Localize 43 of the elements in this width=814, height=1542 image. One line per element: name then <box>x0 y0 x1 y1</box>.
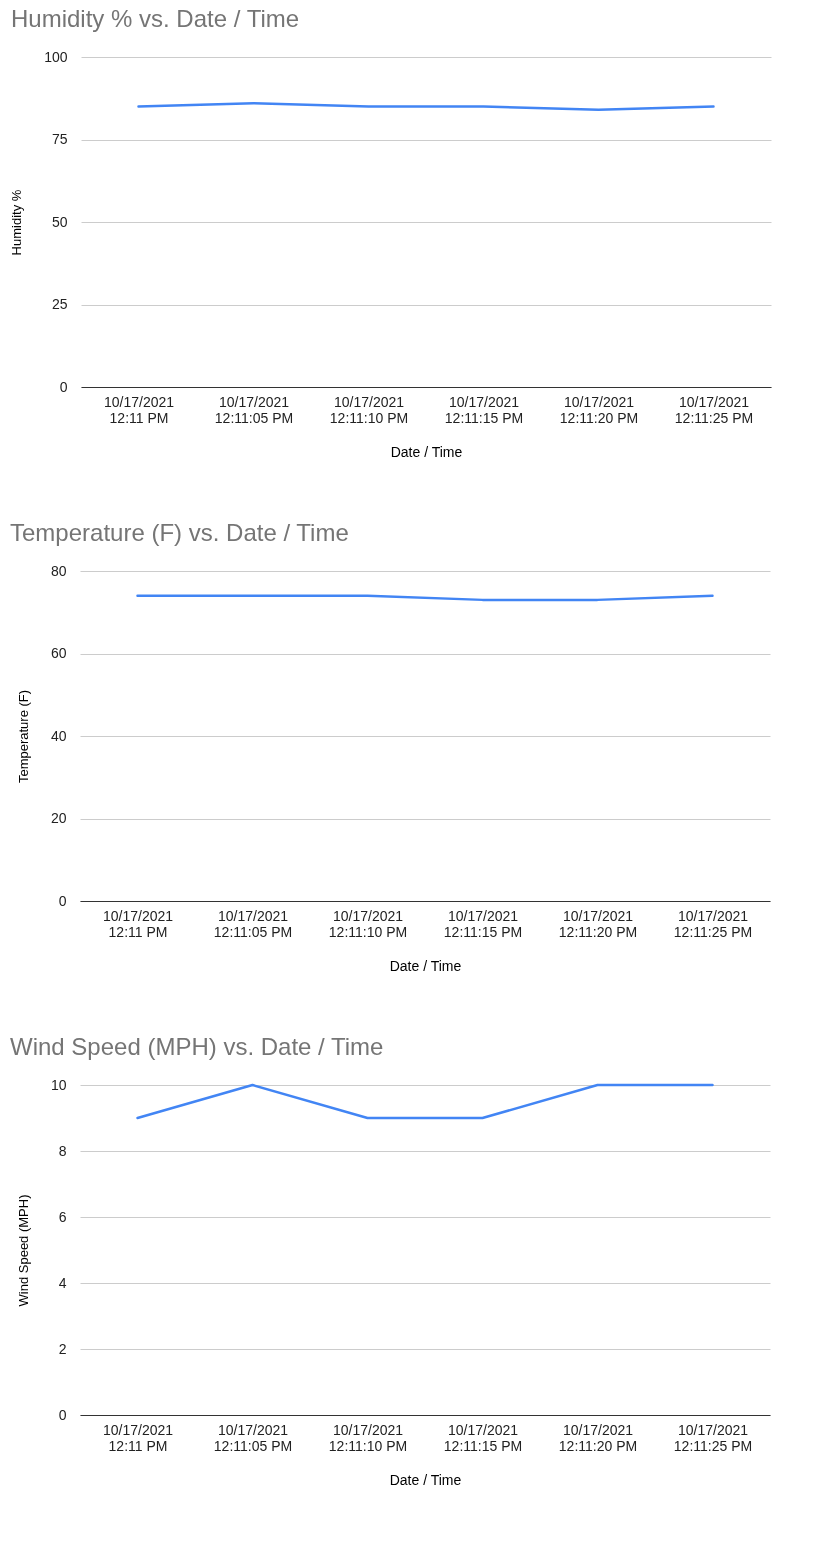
x-tick-label: 10/17/2021 12:11 PM <box>102 1421 174 1454</box>
y-tick-label: 100 <box>44 48 68 65</box>
x-tick-label: 10/17/2021 12:11:25 PM <box>673 907 753 940</box>
y-tick-label: 0 <box>58 1406 67 1423</box>
x-tick-label: 10/17/2021 12:11:20 PM <box>558 907 638 940</box>
y-axis-title: Temperature (F) <box>15 689 31 784</box>
chart-title: Wind Speed (MPH) vs. Date / Time <box>10 1033 384 1060</box>
y-axis-title: Humidity % <box>9 189 25 256</box>
x-tick-label: 10/17/2021 12:11:05 PM <box>214 393 294 426</box>
y-tick-label: 0 <box>59 378 68 395</box>
y-tick-label: 4 <box>58 1274 67 1291</box>
chart-title: Humidity % vs. Date / Time <box>11 5 300 32</box>
x-tick-label: 10/17/2021 12:11 PM <box>103 393 175 426</box>
x-tick-label: 10/17/2021 12:11:10 PM <box>328 907 408 940</box>
x-tick-label: 10/17/2021 12:11:25 PM <box>674 393 754 426</box>
y-tick-label: 10 <box>50 1076 67 1093</box>
x-tick-label: 10/17/2021 12:11:20 PM <box>558 1421 638 1454</box>
y-axis-title: Wind Speed (MPH) <box>15 1194 31 1307</box>
y-tick-label: 20 <box>50 810 67 826</box>
x-tick-label: 10/17/2021 12:11:10 PM <box>328 1421 408 1454</box>
x-tick-label: 10/17/2021 12:11:05 PM <box>213 1421 293 1454</box>
x-tick-label: 10/17/2021 12:11:20 PM <box>559 393 639 426</box>
x-tick-label: 10/17/2021 12:11:05 PM <box>213 907 293 940</box>
x-axis-title: Date / Time <box>389 1471 462 1488</box>
y-tick-label: 25 <box>51 296 68 312</box>
y-tick-label: 0 <box>58 892 67 909</box>
y-tick-label: 60 <box>50 645 67 661</box>
chart-title: Temperature (F) vs. Date / Time <box>10 519 349 546</box>
x-tick-label: 10/17/2021 12:11:25 PM <box>673 1421 753 1454</box>
y-tick-label: 40 <box>50 727 67 744</box>
x-axis-title: Date / Time <box>389 957 462 974</box>
x-axis-title: Date / Time <box>390 443 463 460</box>
x-tick-label: 10/17/2021 12:11:15 PM <box>443 907 523 940</box>
y-tick-label: 2 <box>58 1340 67 1357</box>
y-tick-label: 50 <box>51 213 68 230</box>
x-tick-label: 10/17/2021 12:11:10 PM <box>329 393 409 426</box>
y-tick-label: 6 <box>58 1208 67 1225</box>
x-tick-label: 10/17/2021 12:11:15 PM <box>444 393 524 426</box>
x-tick-label: 10/17/2021 12:11 PM <box>102 907 174 940</box>
y-tick-label: 80 <box>50 562 67 579</box>
y-tick-label: 8 <box>58 1142 67 1159</box>
x-tick-label: 10/17/2021 12:11:15 PM <box>443 1421 523 1454</box>
y-tick-label: 75 <box>51 131 68 147</box>
